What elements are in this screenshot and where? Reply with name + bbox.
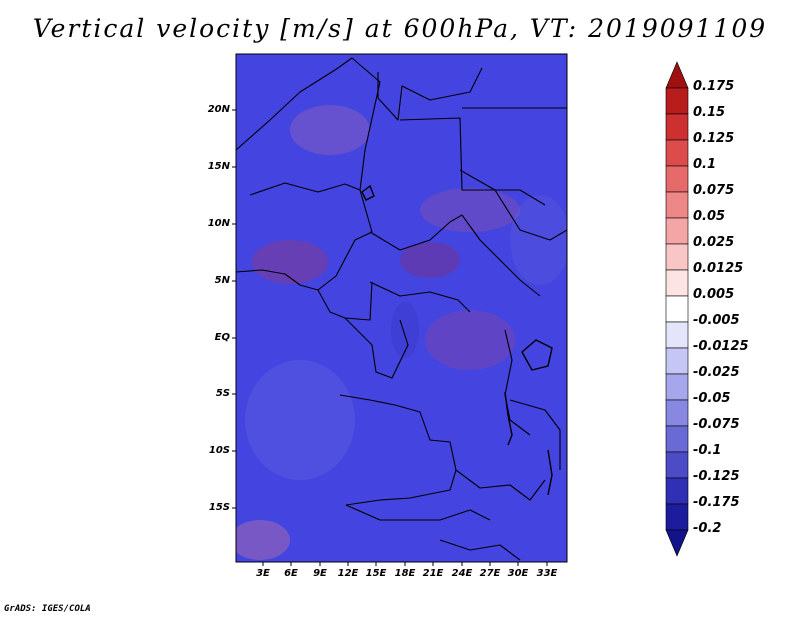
border-chad-car [369, 214, 463, 251]
colorbar-swatch [665, 191, 689, 219]
colorbar-label: 0.025 [693, 235, 735, 250]
colorbar-swatch [665, 321, 689, 349]
colorbar-label: 0.125 [693, 131, 735, 146]
lake-chad [361, 184, 375, 201]
lon-label-30e: 30E [507, 568, 529, 579]
lat-label-20n: 20N [207, 104, 230, 115]
colorbar-label: 0.0125 [693, 261, 744, 276]
colorbar [665, 61, 689, 557]
lon-label-6e: 6E [284, 568, 298, 579]
colorbar-swatch [665, 61, 689, 89]
colorbar-swatch [665, 165, 689, 193]
border-namibia [345, 504, 491, 521]
colorbar-label: -0.005 [693, 313, 740, 328]
colorbar-swatch [665, 87, 689, 115]
lat-label-15s: 15S [208, 502, 230, 513]
colorbar-label: -0.2 [693, 521, 722, 536]
colorbar-label: 0.05 [693, 209, 726, 224]
lake-victoria [521, 339, 553, 371]
colorbar-swatch [665, 399, 689, 427]
colorbar-swatch [665, 503, 689, 531]
lakes [361, 184, 553, 496]
colorbar-label: 0.1 [693, 157, 717, 172]
lon-label-33e: 33E [536, 568, 558, 579]
lat-label-15n: 15N [207, 161, 230, 172]
colorbar-label: -0.075 [693, 417, 740, 432]
map-title: Vertical velocity [m/s] at 600hPa, VT: 2… [32, 14, 768, 43]
border-niger-chad [351, 57, 381, 191]
colorbar-swatch [665, 477, 689, 505]
lon-label-18e: 18E [394, 568, 416, 579]
border-nigeria [249, 182, 373, 291]
border-libya-egypt [377, 67, 483, 121]
lon-label-9e: 9E [313, 568, 327, 579]
colorbar-label: 0.175 [693, 79, 735, 94]
colorbar-label: -0.175 [693, 495, 740, 510]
lon-label-27e: 27E [479, 568, 501, 579]
colorbar-swatch [665, 373, 689, 401]
border-zambia [455, 469, 546, 501]
lon-label-24e: 24E [451, 568, 473, 579]
border-south-sudan [461, 214, 541, 297]
border-angola-zambia [345, 469, 457, 506]
colorbar-swatch [665, 425, 689, 453]
border-botswana [439, 539, 521, 561]
lat-label-eq: EQ [214, 332, 230, 343]
country-borders [236, 57, 567, 561]
lake-malawi [547, 449, 553, 496]
colorbar-swatch [665, 451, 689, 479]
axis-ticks [232, 109, 548, 566]
border-congo [344, 317, 409, 379]
colorbar-swatch [665, 529, 689, 557]
grads-credit: GrADS: IGES/COLA [4, 604, 91, 614]
colorbar-label: -0.1 [693, 443, 722, 458]
lon-label-3e: 3E [256, 568, 270, 579]
border-car-drc [369, 281, 471, 313]
lake-tanganyika [504, 391, 513, 446]
colorbar-label: 0.005 [693, 287, 735, 302]
lon-label-21e: 21E [422, 568, 444, 579]
colorbar-label: -0.05 [693, 391, 731, 406]
colorbar-swatch [665, 347, 689, 375]
lat-label-10s: 10S [208, 445, 230, 456]
colorbar-swatch [665, 295, 689, 323]
colorbar-label: 0.15 [693, 105, 726, 120]
border-west-coast [236, 269, 319, 291]
lon-label-15e: 15E [365, 568, 387, 579]
velocity-field [236, 54, 567, 562]
border-drc-angola [339, 394, 457, 471]
border-sudan [399, 117, 546, 206]
lat-label-5s: 5S [215, 388, 230, 399]
colorbar-label: -0.0125 [693, 339, 749, 354]
colorbar-swatch [665, 243, 689, 271]
lat-label-5n: 5N [214, 275, 230, 286]
colorbar-swatch [665, 217, 689, 245]
border-tanzania [509, 399, 561, 470]
lat-label-10n: 10N [207, 218, 230, 229]
colorbar-swatch [665, 139, 689, 167]
border-ethiopia [459, 169, 567, 241]
border-algeria-niger [236, 57, 353, 151]
colorbar-swatch [665, 113, 689, 141]
lon-label-12e: 12E [337, 568, 359, 579]
colorbar-swatch [665, 269, 689, 297]
map-frame [235, 53, 568, 563]
colorbar-label: 0.075 [693, 183, 735, 198]
colorbar-label: -0.025 [693, 365, 740, 380]
colorbar-label: -0.125 [693, 469, 740, 484]
